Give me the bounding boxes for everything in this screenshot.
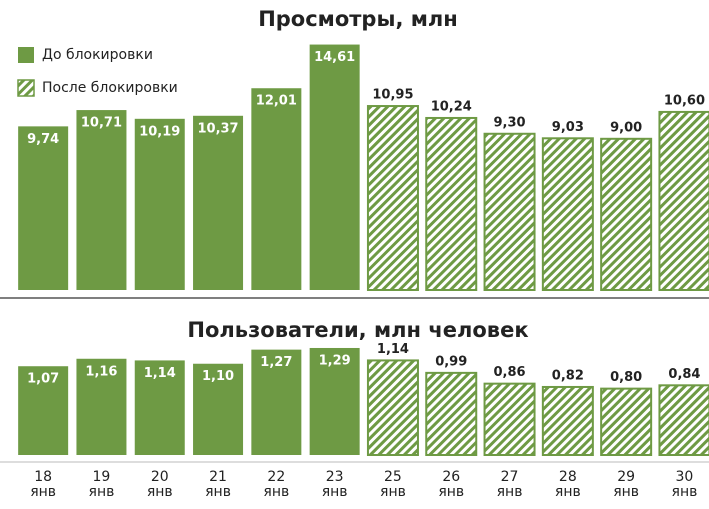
bar — [541, 137, 594, 291]
value-label: 10,37 — [197, 121, 238, 136]
x-tick-label: 26 янв — [438, 469, 465, 500]
x-tick-label: 27 янв — [496, 469, 523, 500]
legend-swatch — [18, 47, 34, 63]
value-label: 0,84 — [668, 367, 700, 382]
value-label: 10,95 — [372, 88, 413, 103]
value-label: 1,29 — [319, 353, 351, 368]
value-label: 10,71 — [81, 116, 122, 131]
x-tick-label: 28 янв — [554, 469, 581, 500]
x-tick-label: 25 янв — [380, 469, 406, 500]
value-label: 1,14 — [377, 342, 409, 357]
bar — [483, 132, 536, 291]
bar — [18, 366, 69, 455]
value-label: 9,00 — [610, 120, 642, 135]
bar — [425, 116, 478, 291]
x-tick-label: 29 янв — [613, 469, 640, 500]
x-tick-label: 23 янв — [321, 469, 348, 500]
bar — [134, 118, 185, 290]
x-tick-label: 22 янв — [263, 469, 290, 500]
value-label: 12,01 — [256, 94, 297, 109]
value-label: 10,24 — [431, 99, 472, 114]
value-label: 1,16 — [85, 364, 117, 379]
value-label: 9,30 — [494, 115, 526, 130]
bar — [309, 347, 360, 455]
panel-title: Просмотры, млн — [258, 7, 458, 31]
bar — [251, 349, 302, 455]
value-label: 0,99 — [435, 354, 467, 369]
bar — [251, 88, 302, 291]
value-label: 1,27 — [260, 355, 292, 370]
value-label: 1,07 — [27, 372, 59, 387]
bar — [134, 360, 185, 455]
bar — [658, 110, 709, 291]
bar — [76, 358, 127, 455]
x-tick-label: 19 янв — [88, 469, 115, 500]
legend-swatch — [17, 79, 35, 97]
value-label: 9,03 — [552, 120, 584, 135]
bar — [193, 363, 244, 455]
bar — [366, 105, 419, 292]
panel-title: Пользователи, млн человек — [187, 318, 528, 342]
legend-label: После блокировки — [42, 80, 178, 96]
bar — [193, 115, 244, 290]
value-label: 0,86 — [494, 365, 526, 380]
bar — [366, 359, 419, 456]
bar — [425, 371, 478, 456]
value-label: 0,82 — [552, 368, 584, 383]
bar — [600, 137, 653, 291]
bar — [18, 126, 69, 290]
value-label: 1,10 — [202, 369, 234, 384]
x-tick-label: 20 янв — [146, 469, 173, 500]
value-label: 14,61 — [314, 50, 355, 65]
x-tick-label: 21 янв — [205, 469, 231, 500]
value-label: 1,14 — [144, 366, 176, 381]
bar — [600, 387, 653, 457]
x-tick-label: 30 янв — [671, 469, 698, 500]
value-label: 9,74 — [27, 132, 59, 147]
bar — [658, 384, 709, 456]
bar — [483, 382, 536, 456]
value-label: 10,19 — [139, 124, 180, 139]
x-tick-label: 18 янв — [30, 469, 57, 500]
bar — [76, 110, 127, 291]
legend-label: До блокировки — [42, 47, 153, 63]
value-label: 10,60 — [664, 93, 705, 108]
value-label: 0,80 — [610, 370, 642, 385]
bar — [541, 385, 594, 456]
bar — [309, 44, 360, 290]
